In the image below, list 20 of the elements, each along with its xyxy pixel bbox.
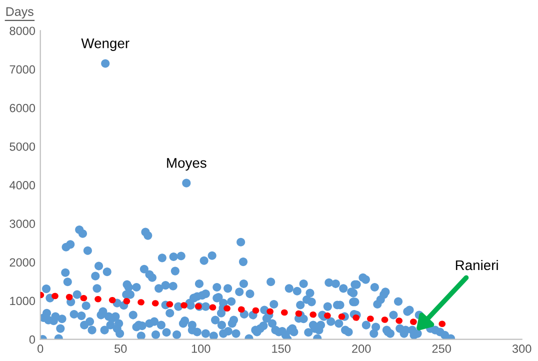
annotation: Wenger [81, 38, 130, 51]
y-tick-label: 7000 [10, 65, 36, 74]
y-axis-title: Days [6, 7, 34, 18]
annotation: Moyes [167, 158, 206, 171]
x-tick-label: 50 [114, 344, 127, 353]
y-tick-label: 8000 [10, 26, 36, 36]
x-tick-label: 0 [38, 344, 44, 353]
y-tick-label: 4000 [10, 181, 36, 190]
x-tick-label: 300 [512, 344, 532, 353]
y-tick-label: 2000 [10, 258, 36, 267]
annotation: Ranieri [456, 260, 498, 270]
x-tick-label: 100 [192, 344, 210, 353]
y-tick-label: 5000 [10, 142, 36, 151]
y-tick-label: 1000 [10, 296, 36, 306]
y-tick-label: 3000 [10, 220, 36, 228]
y-tick-label: 0 [29, 335, 36, 344]
x-tick-label: 150 [272, 344, 290, 353]
y-tick-label: 6000 [10, 104, 36, 112]
x-tick-label: 200 [352, 344, 371, 353]
x-tick-label: 250 [432, 344, 451, 353]
